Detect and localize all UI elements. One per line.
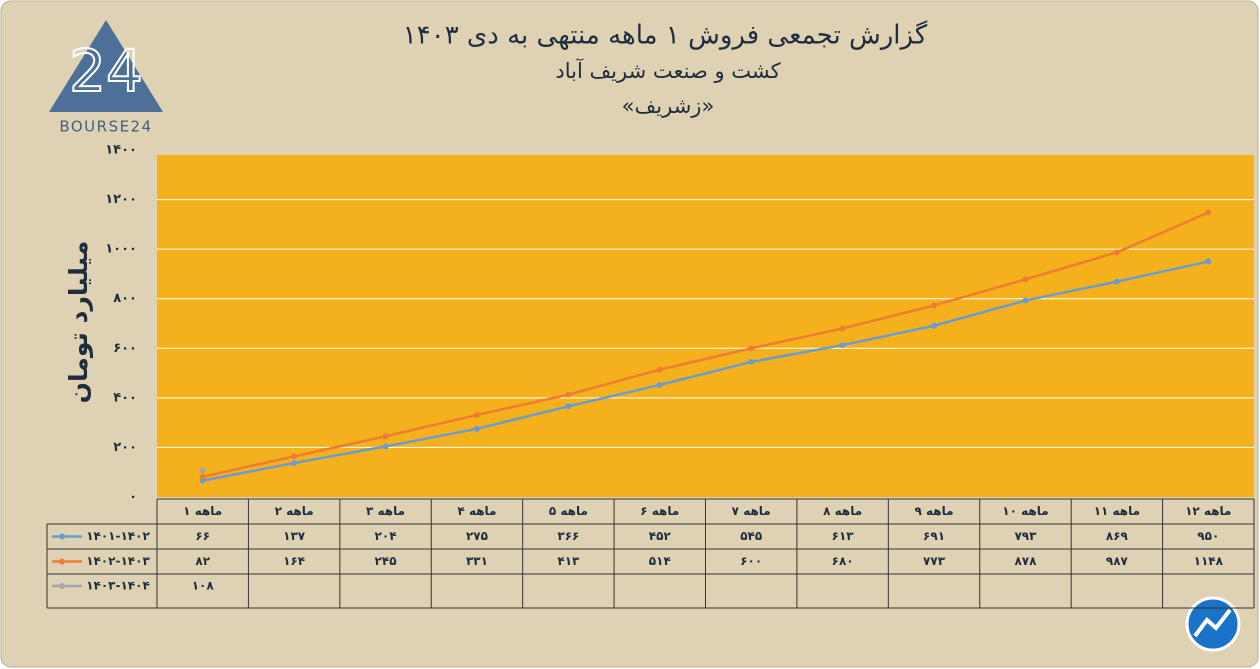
table-value: ۱۰۸ <box>192 579 215 593</box>
table-value: ۷۷۳ <box>923 554 946 568</box>
y-tick-label: ۱۴۰۰ <box>105 143 137 158</box>
data-point <box>931 322 938 329</box>
chart-title: گزارش تجمعی فروش ۱ ماهه منتهی به دی ۱۴۰۳ <box>403 20 928 51</box>
data-point <box>199 473 206 480</box>
table-value: ۲۴۵ <box>375 554 397 568</box>
logo-number: 24 <box>69 37 143 105</box>
y-tick-label: ۴۰۰ <box>113 390 137 405</box>
data-point <box>291 460 298 467</box>
table-value: ۱۶۴ <box>283 554 305 568</box>
table-value: ۱۳۷ <box>283 529 306 543</box>
x-tick-label: ۱۲ ماهه <box>1185 504 1231 518</box>
x-tick-label: ۳ ماهه <box>366 504 405 518</box>
data-point <box>656 366 663 373</box>
table-value: ۶۶ <box>195 529 210 543</box>
data-point <box>748 358 755 365</box>
data-point <box>473 411 480 418</box>
table-value: ۶۸۰ <box>832 554 854 568</box>
table-value: ۴۱۳ <box>557 554 580 568</box>
table-value: ۶۰۰ <box>740 554 762 568</box>
table-value: ۳۳۱ <box>466 554 488 568</box>
table-value: ۲۷۵ <box>466 529 488 543</box>
data-point <box>656 381 663 388</box>
x-tick-label: ۹ ماهه <box>915 504 954 518</box>
table-value: ۶۱۳ <box>832 529 855 543</box>
x-tick-label: ۱۱ ماهه <box>1094 504 1140 518</box>
x-tick-label: ۸ ماهه <box>823 504 862 518</box>
x-tick-label: ۱ ماهه <box>183 504 222 518</box>
y-tick-label: ۱۲۰۰ <box>105 192 137 207</box>
logo-triangle <box>49 20 163 112</box>
legend-label: ۱۴۰۱-۱۴۰۲ <box>86 529 150 543</box>
y-tick-label: ۰ <box>129 490 137 505</box>
data-point <box>839 325 846 332</box>
data-point <box>839 342 846 349</box>
table-value: ۴۵۲ <box>649 529 672 543</box>
data-point <box>931 302 938 309</box>
data-point <box>199 467 206 474</box>
table-value: ۳۶۶ <box>557 529 579 543</box>
legend-marker <box>59 533 65 540</box>
table-value: ۹۵۰ <box>1197 529 1219 543</box>
x-tick-label: ۲ ماهه <box>275 504 314 518</box>
table-value: ۲۰۴ <box>375 529 397 543</box>
legend-label: ۱۴۰۳-۱۴۰۴ <box>86 579 150 593</box>
plot-area <box>157 155 1254 497</box>
data-point <box>1113 249 1120 256</box>
chart-subtitle: کشت و صنعت شریف آباد <box>555 58 780 83</box>
y-tick-label: ۱۰۰۰ <box>105 242 137 257</box>
table-value: ۶۹۱ <box>923 529 945 543</box>
x-tick-label: ۶ ماهه <box>640 504 679 518</box>
legend-marker <box>59 583 65 589</box>
y-axis-label: میلیارد تومان <box>64 241 94 404</box>
table-value: ۵۴۵ <box>740 529 762 543</box>
logo: 24 BOURSE24 <box>49 20 163 136</box>
data-point <box>1022 297 1029 304</box>
data-point <box>1113 278 1120 285</box>
logo-text: BOURSE24 <box>59 118 152 136</box>
table-value: ۸۲ <box>195 554 210 568</box>
table-value: ۷۹۳ <box>1014 529 1037 543</box>
icon-arrow <box>1193 608 1232 638</box>
data-point <box>1205 209 1212 216</box>
data-point <box>748 345 755 352</box>
x-tick-label: ۵ ماهه <box>549 504 588 518</box>
x-tick-label: ۱۰ ماهه <box>1002 504 1048 518</box>
chart-subtitle: «زشریف» <box>622 94 715 118</box>
data-point <box>473 425 480 432</box>
y-tick-label: ۲۰۰ <box>113 440 137 455</box>
table-value: ۹۸۷ <box>1106 554 1129 568</box>
table-value: ۱۱۴۸ <box>1194 554 1224 568</box>
data-point <box>291 453 298 460</box>
table-value: ۸۷۸ <box>1014 554 1037 568</box>
data-point <box>382 443 389 450</box>
y-tick-label: ۸۰۰ <box>113 291 137 306</box>
data-point <box>382 433 389 440</box>
legend-label: ۱۴۰۲-۱۴۰۳ <box>86 554 150 568</box>
data-point <box>1205 258 1212 265</box>
table-value: ۵۱۴ <box>649 554 671 568</box>
brand-icon <box>1185 596 1241 652</box>
table-value: ۸۶۹ <box>1106 529 1129 543</box>
data-point <box>1022 276 1029 283</box>
legend-marker <box>59 558 65 565</box>
series-line <box>202 260 1209 482</box>
data-point <box>565 403 572 410</box>
y-tick-label: ۶۰۰ <box>113 341 137 356</box>
series-line <box>202 211 1209 478</box>
x-tick-label: ۷ ماهه <box>732 504 771 518</box>
x-tick-label: ۴ ماهه <box>457 504 496 518</box>
data-point <box>565 391 572 398</box>
